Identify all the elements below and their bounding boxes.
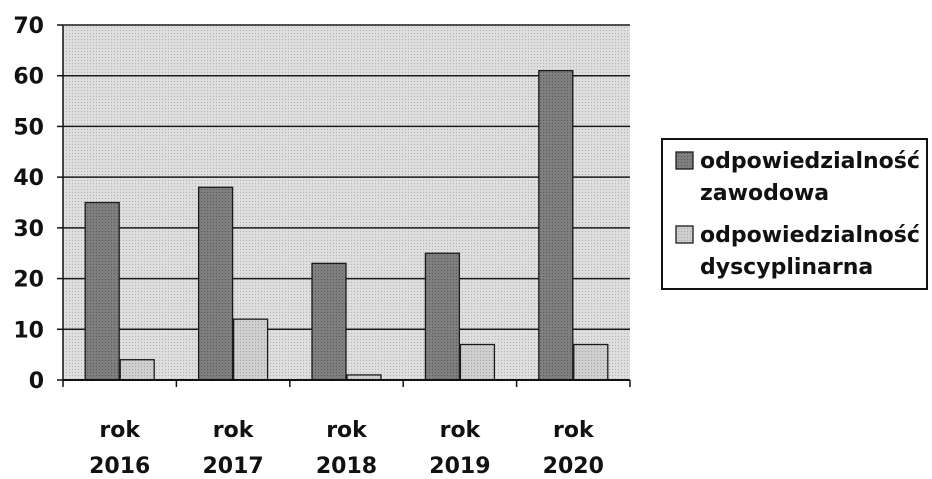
- y-tick-labels: 0 10 20 30 40 50 60 70: [13, 14, 44, 394]
- bar-zawodowa: [424, 252, 461, 381]
- x-tick-label: rok 2020: [543, 418, 604, 479]
- x-tick-label: rok 2016: [89, 418, 150, 479]
- y-tick-label: 20: [13, 268, 44, 293]
- x-tick-label: rok 2018: [316, 418, 377, 479]
- y-tick-label: 70: [13, 14, 44, 39]
- legend-box: [661, 138, 928, 290]
- x-tick-label: rok 2019: [429, 418, 490, 479]
- bars: [84, 69, 609, 381]
- y-tick-label: 40: [13, 166, 44, 191]
- bar-zawodowa: [197, 186, 234, 381]
- bar-zawodowa: [311, 262, 347, 381]
- axes: [57, 24, 631, 387]
- legend-label: odpowiedzialność zawodowa: [700, 149, 920, 206]
- legend-swatch: [675, 225, 694, 244]
- x-tick-label: rok 2017: [202, 418, 263, 479]
- legend: odpowiedzialność zawodowa odpowiedzialność…: [661, 138, 928, 290]
- bar-dyscyplinarna: [459, 343, 496, 381]
- legend-swatch: [675, 151, 694, 170]
- bar-dyscyplinarna: [232, 318, 269, 381]
- legend-label: odpowiedzialność dyscyplinarna: [700, 223, 920, 280]
- y-tick-label: 50: [13, 115, 44, 140]
- bar-zawodowa: [84, 201, 120, 381]
- bar-dyscyplinarna: [119, 359, 155, 381]
- bar-zawodowa: [538, 69, 574, 381]
- bar-dyscyplinarna: [573, 343, 609, 381]
- y-tick-label: 60: [13, 65, 44, 90]
- y-tick-label: 0: [29, 369, 44, 394]
- y-tick-label: 30: [13, 217, 44, 242]
- x-tick-labels: rok 2016 rok 2017 rok 2018 rok 2019 rok 2020: [89, 418, 604, 479]
- y-tick-label: 10: [13, 318, 44, 343]
